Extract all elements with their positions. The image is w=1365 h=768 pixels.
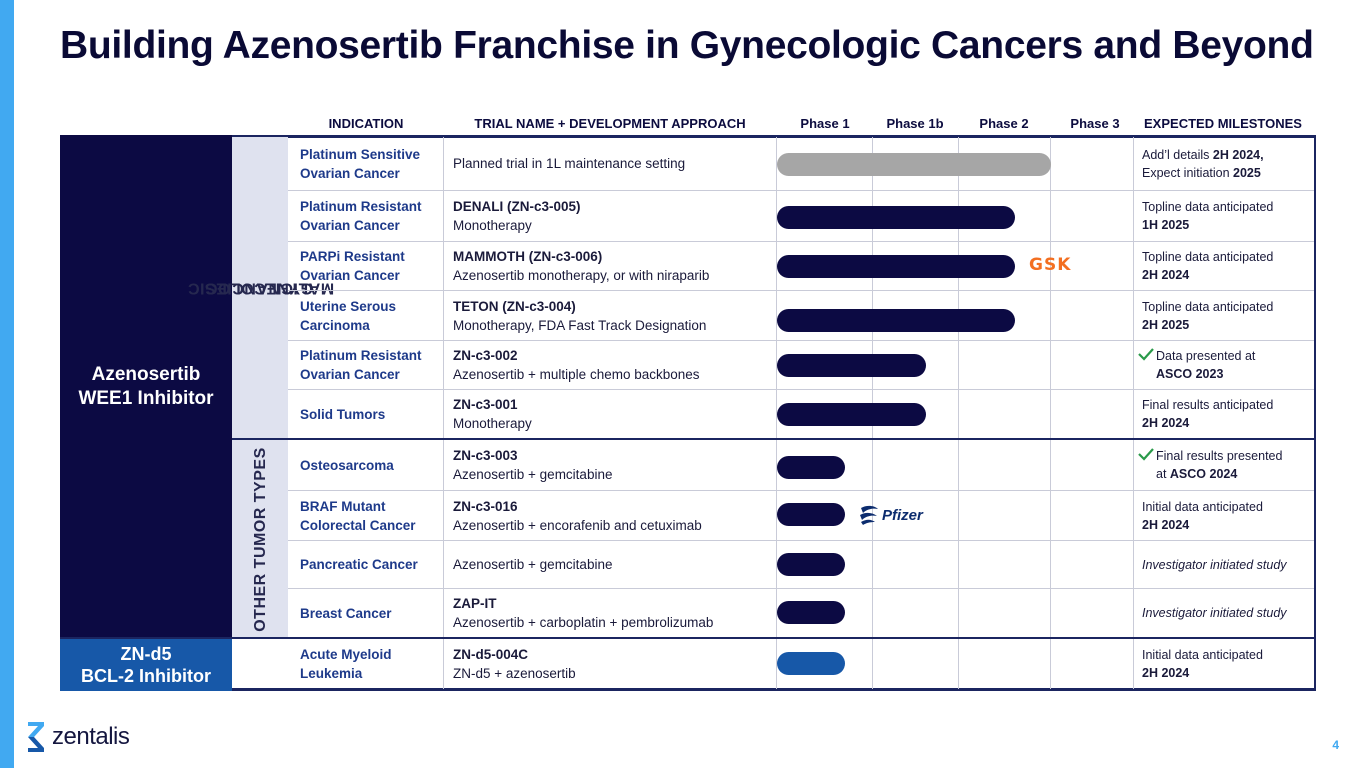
- milestone-cell: Topline data anticipated 1H 2025: [1142, 200, 1274, 232]
- group-label-gynecologic: GYNECOLOGIC MALIGNANCIES: [187, 279, 335, 297]
- phase-bar: [777, 309, 1015, 332]
- table-row: Acute Myeloid Leukemia ZN-d5-004C ZN-d5 + …: [288, 639, 1314, 689]
- table-row: Uterine Serous Carcinoma TETON (ZN-c3-004…: [288, 291, 1314, 340]
- table-row: Solid Tumors ZN-c3-001 Monotherapy Final …: [288, 390, 1314, 438]
- milestone-cell: Final results presented at ASCO 2024: [1138, 440, 1314, 490]
- trial-cell: ZN-c3-003 Azenosertib + gemcitabine: [453, 448, 613, 482]
- row-divider: [288, 588, 1314, 589]
- trial-cell: Planned trial in 1L maintenance setting: [453, 156, 686, 171]
- drug-class: BCL-2 Inhibitor: [81, 665, 211, 686]
- phase-divider: [958, 137, 959, 689]
- drug-azenosertib: Azenosertib WEE1 Inhibitor: [60, 135, 232, 638]
- trial-cell: ZN-c3-001 Monotherapy: [453, 397, 532, 431]
- table-row: Platinum Sensitive Ovarian Cancer Planned…: [288, 137, 1314, 190]
- trial-cell: ZN-c3-016 Azenosertib + encorafenib and c…: [453, 498, 702, 533]
- zentalis-logo: zentalis: [26, 720, 130, 754]
- indication-cell: Platinum Resistant Ovarian Cancer: [300, 199, 422, 233]
- phase-divider: [1133, 137, 1134, 689]
- indication-cell: Solid Tumors: [300, 406, 386, 422]
- table-row: Platinum Resistant Ovarian Cancer ZN-c3-0…: [288, 341, 1314, 389]
- phase-divider: [1050, 137, 1051, 689]
- pfizer-logo: Pfizer: [858, 504, 923, 526]
- indication-cell: Acute Myeloid Leukemia: [300, 647, 392, 681]
- indication-cell: Pancreatic Cancer: [300, 557, 418, 572]
- milestone-cell: Investigator initiated study: [1142, 606, 1287, 620]
- group-band-other: [232, 440, 288, 638]
- indication-cell: Breast Cancer: [300, 605, 392, 621]
- slide-title: Building Azenosertib Franchise in Gyneco…: [60, 24, 1314, 67]
- table-row: PARPi Resistant Ovarian Cancer MAMMOTH (Z…: [288, 242, 1314, 290]
- checkmark-icon: [1138, 448, 1154, 461]
- row-divider: [288, 540, 1314, 541]
- row-divider: [288, 290, 1314, 291]
- row-divider: [288, 241, 1314, 242]
- page-number: 4: [1332, 738, 1339, 752]
- drug-znd5: ZN-d5 BCL-2 Inhibitor: [60, 638, 232, 691]
- indication-cell: Platinum Sensitive Ovarian Cancer: [300, 146, 421, 181]
- pfizer-mark-icon: [860, 505, 878, 525]
- phase-bar: [777, 206, 1015, 229]
- phase-bar: [777, 403, 926, 426]
- milestone-cell: Data presented at ASCO 2023: [1138, 341, 1314, 389]
- table-row: Platinum Resistant Ovarian Cancer DENALI …: [288, 191, 1314, 241]
- row-divider: [288, 490, 1314, 491]
- trial-cell: DENALI (ZN-c3-005) Monotherapy: [453, 199, 581, 233]
- table-row: Osteosarcoma ZN-c3-003 Azenosertib + gemc…: [288, 440, 1314, 490]
- column-header-trial: TRIAL NAME + DEVELOPMENT APPROACH: [474, 116, 746, 131]
- table-row: Pancreatic Cancer Azenosertib + gemcitab…: [288, 541, 1314, 588]
- group-band-gynecologic: [232, 137, 288, 438]
- trial-cell: Azenosertib + gemcitabine: [453, 557, 613, 572]
- logo-text: zentalis: [52, 723, 130, 750]
- phase-bar: [777, 601, 845, 624]
- milestone-cell: Add’l details 2H 2024, Expect initiation…: [1142, 147, 1264, 180]
- phase-divider: [443, 137, 444, 689]
- column-header-phase2: Phase 2: [979, 116, 1029, 131]
- table-row: BRAF Mutant Colorectal Cancer ZN-c3-016 Az…: [288, 491, 1314, 540]
- section-divider: [232, 438, 1316, 440]
- drug-class: WEE1 Inhibitor: [78, 387, 214, 409]
- row-divider: [288, 340, 1314, 341]
- phase-bar: [777, 503, 845, 526]
- column-header-indication: INDICATION: [328, 116, 404, 131]
- indication-cell: Uterine Serous Carcinoma: [300, 298, 397, 333]
- trial-cell: ZAP-IT Azenosertib + carboplatin + pembro…: [453, 596, 714, 630]
- accent-bar: [0, 0, 14, 768]
- milestone-cell: Final results anticipated 2H 2024: [1142, 398, 1274, 430]
- section-divider: [60, 637, 1316, 639]
- milestone-cell: Investigator initiated study: [1142, 557, 1287, 572]
- milestone-cell: Initial data anticipated 2H 2024: [1142, 648, 1263, 680]
- trial-cell: ZN-d5-004C ZN-d5 + azenosertib: [453, 647, 576, 681]
- drug-name: Azenosertib: [91, 363, 201, 385]
- column-header-phase3: Phase 3: [1070, 116, 1120, 131]
- phase-bar: [777, 652, 845, 675]
- indication-cell: BRAF Mutant Colorectal Cancer: [300, 498, 416, 533]
- column-header-phase1b: Phase 1b: [886, 116, 944, 131]
- drug-name: ZN-d5: [120, 643, 172, 664]
- milestone-cell: Topline data anticipated 2H 2024: [1142, 250, 1274, 282]
- row-divider: [288, 190, 1314, 191]
- milestone-cell: Initial data anticipated 2H 2024: [1142, 499, 1263, 532]
- indication-cell: Osteosarcoma: [300, 457, 394, 473]
- phase-bar: [777, 255, 1015, 278]
- gsk-logo: GSK: [1029, 255, 1072, 275]
- table-row: Breast Cancer ZAP-IT Azenosertib + carbop…: [288, 589, 1314, 637]
- trial-cell: TETON (ZN-c3-004) Monotherapy, FDA Fast T…: [453, 298, 707, 333]
- zentalis-mark-icon: [28, 722, 44, 752]
- column-header-milestones: EXPECTED MILESTONES: [1144, 116, 1302, 131]
- milestone-cell: Topline data anticipated 2H 2025: [1142, 299, 1274, 332]
- phase-bar: [777, 456, 845, 479]
- phase-divider: [776, 137, 777, 689]
- trial-cell: MAMMOTH (ZN-c3-006) Azenosertib monothera…: [453, 249, 710, 283]
- checkmark-icon: [1138, 348, 1154, 361]
- indication-cell: Platinum Resistant Ovarian Cancer: [300, 348, 422, 382]
- indication-cell: PARPi Resistant Ovarian Cancer: [300, 249, 405, 283]
- row-divider: [288, 389, 1314, 390]
- phase-bar: [777, 354, 926, 377]
- phase-bar: [777, 553, 845, 576]
- phase-bar: [777, 153, 1051, 176]
- group-label-other: OTHER TUMOR TYPES: [251, 446, 269, 632]
- trial-cell: ZN-c3-002 Azenosertib + multiple chemo ba…: [453, 348, 700, 382]
- column-header-phase1: Phase 1: [800, 116, 850, 131]
